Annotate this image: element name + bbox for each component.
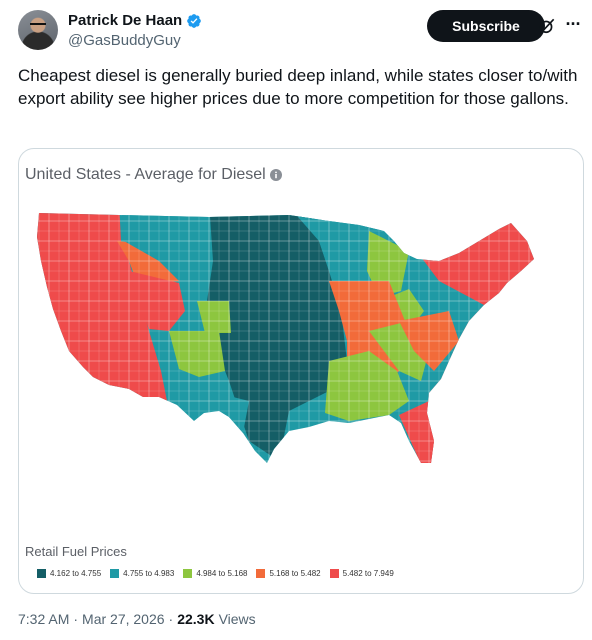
legend-label: 5.168 to 5.482 bbox=[269, 569, 321, 578]
legend-swatch bbox=[329, 569, 339, 578]
legend-label: 4.755 to 4.983 bbox=[123, 569, 175, 578]
tweet-text: Cheapest diesel is generally buried deep… bbox=[18, 66, 578, 108]
us-diesel-price-map bbox=[37, 213, 534, 463]
legend-label: 4.984 to 5.168 bbox=[196, 569, 248, 578]
map-regions bbox=[37, 213, 534, 463]
legend-label: 4.162 to 4.755 bbox=[50, 569, 102, 578]
author-name-row: Patrick De Haan bbox=[68, 12, 202, 29]
grok-icon[interactable] bbox=[537, 16, 557, 36]
map-card[interactable]: United States - Average for Diesel bbox=[18, 148, 584, 594]
legend-item: 5.482 to 7.949 bbox=[329, 569, 394, 578]
tweet-meta: 7:32 AM · Mar 27, 2026 · 22.3K Views bbox=[18, 611, 256, 627]
legend-title: Retail Fuel Prices bbox=[25, 544, 127, 559]
tweet-date[interactable]: Mar 27, 2026 bbox=[82, 611, 165, 627]
views-label: Views bbox=[218, 611, 256, 627]
verified-badge-icon bbox=[187, 13, 202, 28]
legend-swatch bbox=[37, 569, 46, 578]
more-icon[interactable]: ··· bbox=[565, 14, 582, 34]
price-legend: 4.162 to 4.755 4.755 to 4.983 4.984 to 5… bbox=[37, 569, 394, 578]
views-count[interactable]: 22.3K bbox=[177, 611, 215, 627]
author-display-name[interactable]: Patrick De Haan bbox=[68, 12, 183, 29]
meta-separator: · bbox=[73, 611, 79, 627]
legend-swatch bbox=[110, 569, 120, 578]
tweet-header: Patrick De Haan @GasBuddyGuy Subscribe ·… bbox=[18, 10, 584, 54]
legend-item: 4.984 to 5.168 bbox=[183, 569, 247, 578]
subscribe-button[interactable]: Subscribe bbox=[427, 10, 545, 42]
legend-item: 4.162 to 4.755 bbox=[37, 569, 101, 578]
meta-separator: · bbox=[168, 611, 174, 627]
avatar[interactable] bbox=[18, 10, 58, 50]
map-title: United States - Average for Diesel bbox=[25, 166, 282, 184]
author-handle[interactable]: @GasBuddyGuy bbox=[68, 32, 181, 49]
info-icon[interactable] bbox=[269, 169, 282, 181]
tweet-time[interactable]: 7:32 AM bbox=[18, 611, 70, 627]
legend-label: 5.482 to 7.949 bbox=[342, 569, 394, 578]
legend-item: 4.755 to 4.983 bbox=[110, 569, 174, 578]
legend-swatch bbox=[256, 569, 266, 578]
legend-item: 5.168 to 5.482 bbox=[256, 569, 321, 578]
map-title-text: United States - Average for Diesel bbox=[25, 166, 266, 183]
legend-swatch bbox=[183, 569, 193, 578]
